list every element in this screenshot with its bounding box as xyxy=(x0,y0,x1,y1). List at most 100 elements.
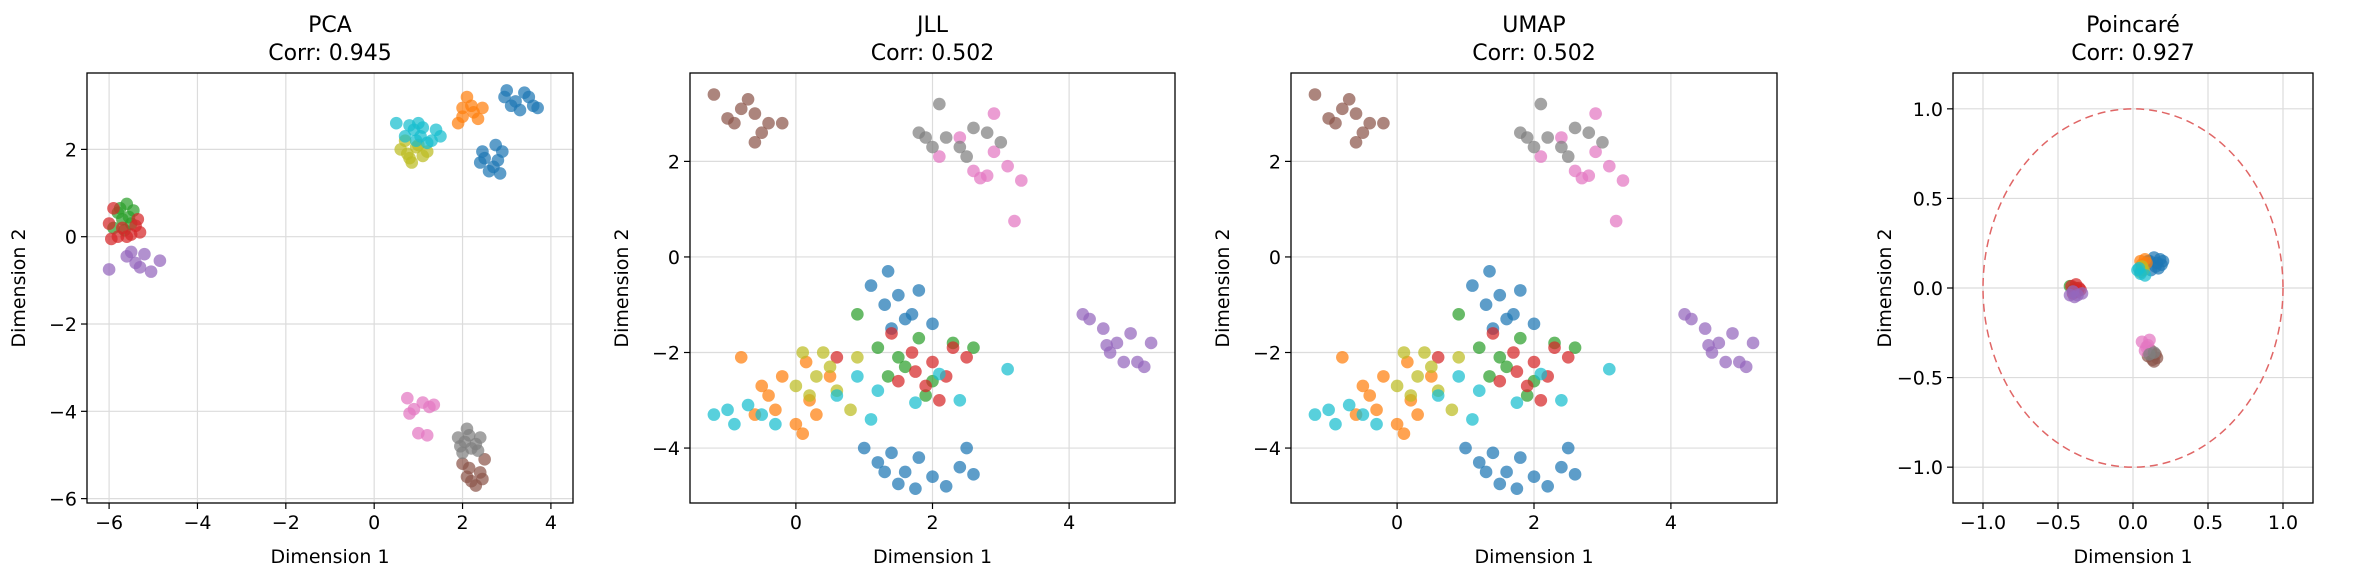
data-point xyxy=(522,90,536,104)
data-point xyxy=(531,101,544,115)
data-point xyxy=(939,131,953,144)
data-point xyxy=(1308,88,1322,101)
data-point xyxy=(1001,362,1014,376)
data-point xyxy=(789,417,803,431)
x-tick-label: 0 xyxy=(790,512,802,534)
data-point xyxy=(1493,288,1507,302)
data-point xyxy=(1510,365,1524,378)
data-point xyxy=(1575,171,1589,185)
x-tick-label: 0.0 xyxy=(2118,512,2148,534)
data-point xyxy=(1015,174,1028,187)
data-point xyxy=(912,451,926,464)
data-point xyxy=(498,90,511,104)
data-point xyxy=(967,341,980,355)
data-point xyxy=(102,263,116,276)
data-point xyxy=(816,346,830,359)
data-point xyxy=(1479,465,1493,479)
x-axis-label: Dimension 1 xyxy=(1474,546,1593,568)
data-point xyxy=(933,367,946,381)
chart-subtitle: Corr: 0.502 xyxy=(1472,41,1596,66)
data-point xyxy=(1377,116,1390,130)
data-point xyxy=(124,245,138,259)
data-point xyxy=(1479,298,1493,312)
data-point xyxy=(892,374,905,388)
data-point xyxy=(401,391,414,405)
data-point xyxy=(1510,482,1524,495)
data-point xyxy=(810,408,823,421)
data-point xyxy=(1370,417,1383,431)
data-point xyxy=(799,355,813,369)
y-tick-label: 0 xyxy=(668,247,680,269)
data-point xyxy=(775,116,789,130)
data-point xyxy=(1609,214,1623,228)
data-point xyxy=(755,126,769,140)
x-axis-label: Dimension 1 xyxy=(2073,546,2192,568)
data-point xyxy=(1404,389,1418,402)
data-point xyxy=(1349,135,1363,149)
data-point xyxy=(1390,379,1404,393)
data-point xyxy=(1555,393,1568,407)
data-point xyxy=(1124,327,1137,340)
data-point xyxy=(1568,121,1582,135)
data-point xyxy=(460,90,474,104)
data-point xyxy=(482,164,496,178)
data-point xyxy=(898,360,912,374)
data-point xyxy=(974,171,987,185)
data-point xyxy=(892,350,905,364)
data-point xyxy=(919,379,932,393)
data-point xyxy=(1726,327,1739,340)
data-point xyxy=(1329,116,1342,130)
data-point xyxy=(1445,403,1459,417)
data-point xyxy=(967,121,980,135)
y-axis-label: Dimension 2 xyxy=(1874,228,1896,347)
data-point xyxy=(851,307,864,321)
data-point xyxy=(420,429,434,442)
data-point xyxy=(871,341,885,355)
data-point xyxy=(1746,336,1760,350)
chart-title: Poincaré xyxy=(2086,13,2180,38)
data-point xyxy=(1541,479,1554,493)
data-point xyxy=(2066,285,2080,298)
data-point xyxy=(1548,341,1561,355)
data-point xyxy=(878,465,891,479)
data-point xyxy=(1602,362,1616,376)
data-point xyxy=(1370,403,1383,417)
data-point xyxy=(967,468,980,481)
y-tick-label: −4 xyxy=(49,401,77,423)
data-point xyxy=(1520,389,1534,402)
data-point xyxy=(401,147,414,161)
data-point xyxy=(741,92,755,106)
data-point xyxy=(476,472,489,486)
x-tick-label: 2 xyxy=(456,512,468,534)
data-point xyxy=(138,247,151,261)
chart-panel-4: −1.0 −0.5 0.0 0.5 1.0 −1.0 −0.5 0.0 0.5 1.0 Poinca… xyxy=(1874,13,2314,568)
data-point xyxy=(789,379,803,393)
data-point xyxy=(1582,126,1596,140)
data-point xyxy=(389,116,403,130)
data-point xyxy=(1685,312,1698,326)
data-point xyxy=(1390,417,1404,431)
data-point xyxy=(755,379,769,393)
chart-subtitle: Corr: 0.927 xyxy=(2071,41,2195,66)
x-tick-label: −0.5 xyxy=(2035,512,2081,534)
data-point xyxy=(734,350,748,364)
data-point xyxy=(748,135,762,149)
y-tick-label: 0.5 xyxy=(1913,188,1943,210)
data-point xyxy=(987,107,1001,120)
data-point xyxy=(1500,465,1513,479)
data-point xyxy=(905,346,919,359)
chart-subtitle: Corr: 0.502 xyxy=(871,41,995,66)
data-point xyxy=(864,413,878,426)
data-point xyxy=(1527,317,1541,331)
data-point xyxy=(504,99,518,113)
data-point xyxy=(1452,350,1466,364)
data-point xyxy=(1719,355,1732,369)
data-point xyxy=(707,88,721,101)
data-point xyxy=(823,370,837,383)
data-point xyxy=(1500,360,1513,374)
data-point xyxy=(909,365,922,378)
data-point xyxy=(1401,355,1414,369)
data-point xyxy=(1117,355,1131,369)
data-point xyxy=(153,254,167,268)
data-point xyxy=(1349,107,1363,120)
